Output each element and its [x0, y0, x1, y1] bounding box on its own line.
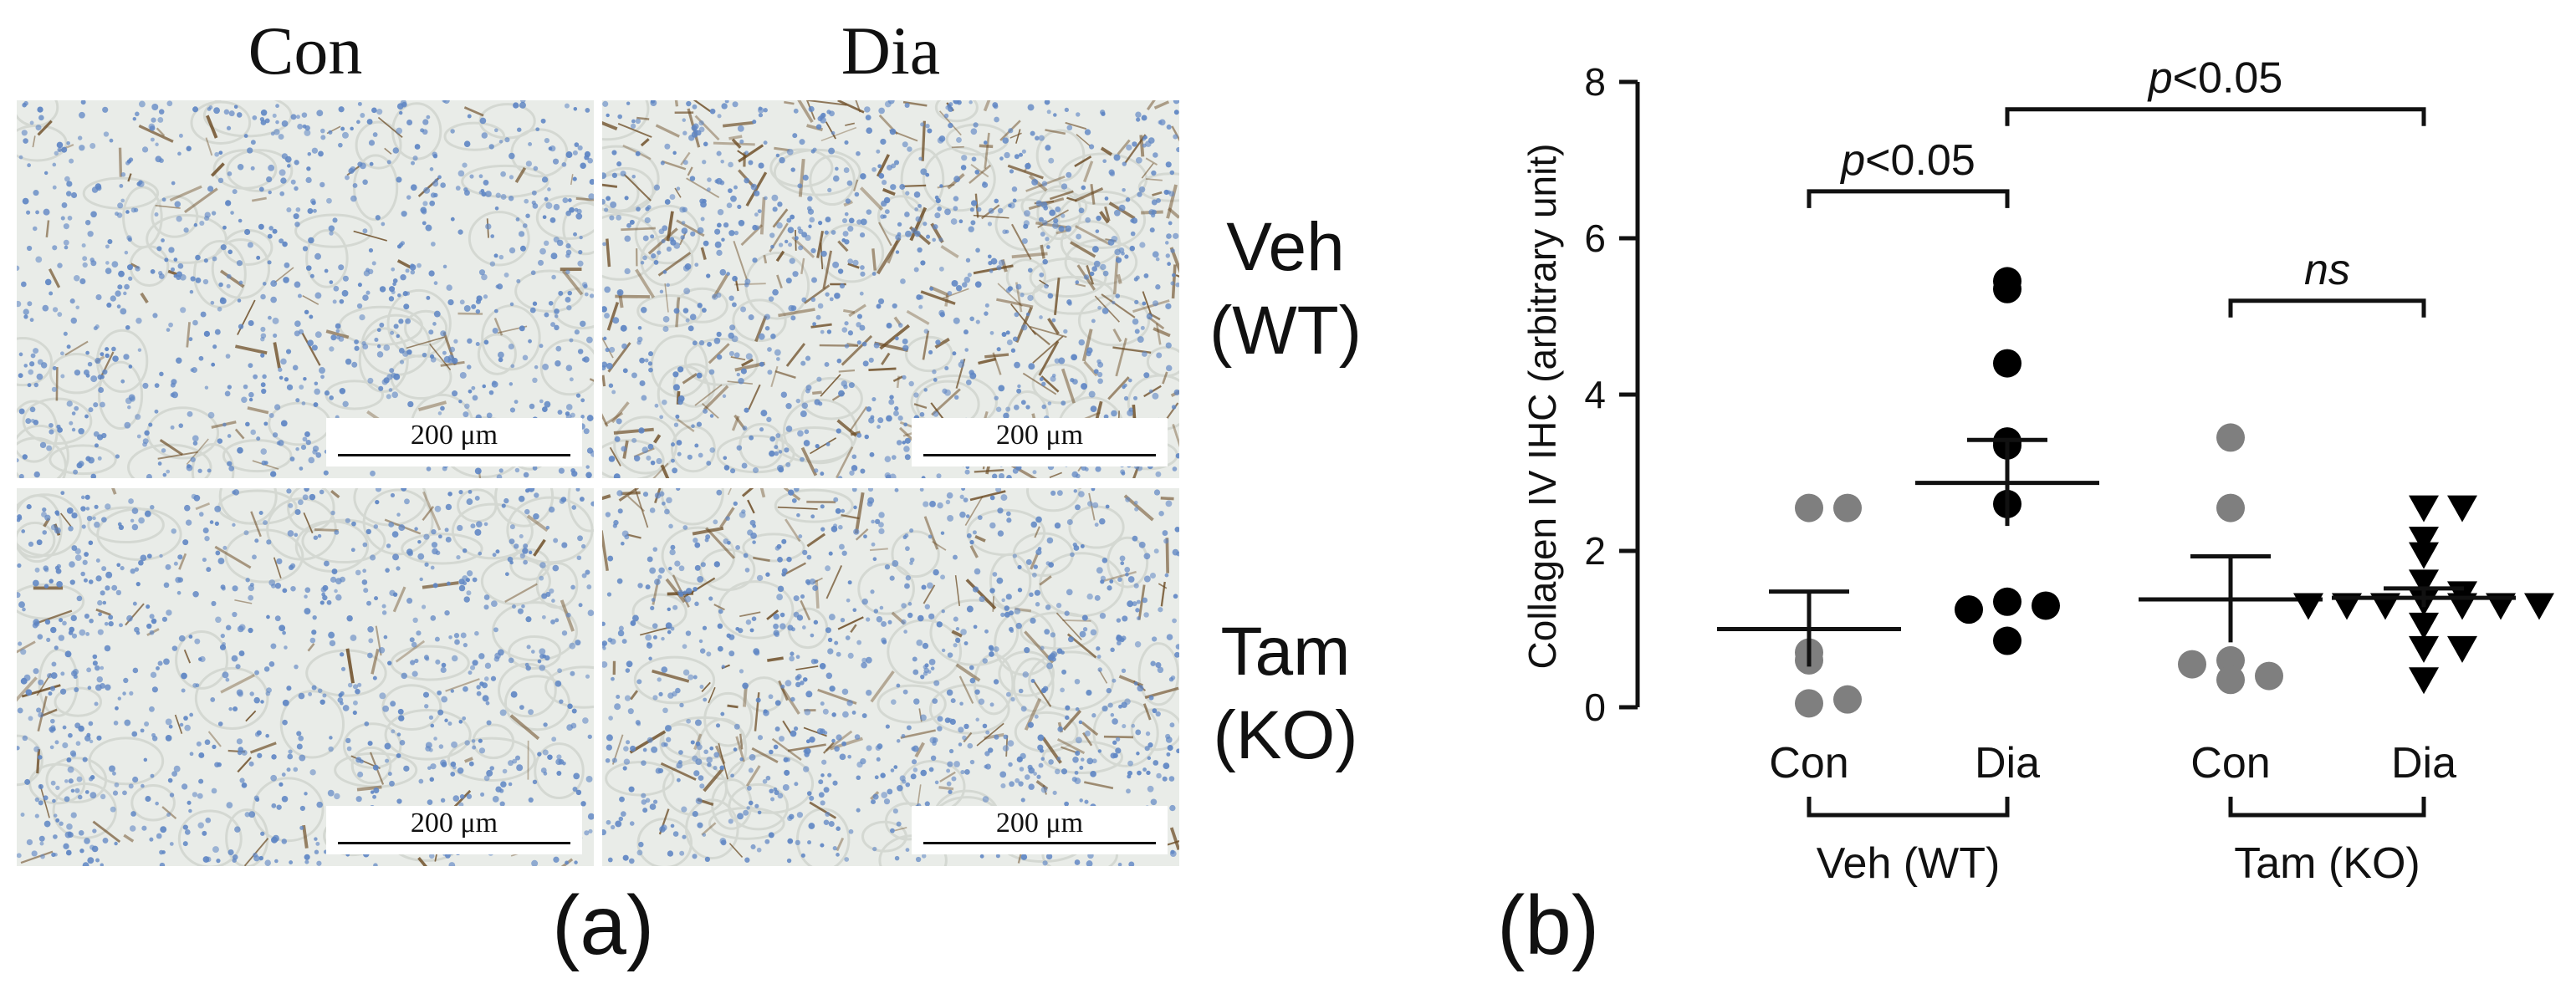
- data-point: [1993, 588, 2021, 616]
- y-tick-label: 8: [1584, 60, 1606, 104]
- significance-bracket: [1809, 191, 2007, 208]
- micrograph-tam-con: 200 μm: [17, 488, 594, 866]
- micrograph-tam-dia: 200 μm: [602, 488, 1179, 866]
- data-point: [1795, 689, 1823, 717]
- scale-bar-label: 200 μm: [912, 420, 1168, 451]
- data-point: [2409, 613, 2439, 640]
- data-point: [2216, 423, 2245, 451]
- data-point: [2409, 496, 2439, 522]
- data-point: [2032, 591, 2060, 619]
- data-point: [2409, 667, 2439, 694]
- scale-bar: 200 μm: [326, 418, 582, 466]
- y-tick-label: 0: [1584, 686, 1606, 729]
- significance-bracket: [2231, 301, 2424, 318]
- group-bracket: [2231, 797, 2424, 815]
- group-label: Tam (KO): [2234, 839, 2420, 888]
- group-bracket: [1809, 797, 2007, 815]
- data-point: [2447, 496, 2477, 522]
- data-point: [1955, 595, 1983, 624]
- panel-letter-a: (a): [552, 878, 654, 974]
- data-point: [1795, 494, 1823, 522]
- data-point: [2409, 636, 2439, 663]
- data-point: [2524, 593, 2554, 619]
- micrograph-veh-dia: 200 μm: [602, 100, 1179, 478]
- data-point: [2216, 494, 2245, 522]
- column-title-con: Con: [17, 12, 594, 90]
- y-tick-label: 4: [1584, 373, 1606, 416]
- data-point: [2178, 650, 2206, 679]
- column-title-dia: Dia: [602, 12, 1179, 90]
- data-point: [1833, 686, 1862, 714]
- y-axis-label: Collagen IV IHC (arbitrary unit): [1521, 144, 1564, 670]
- data-point: [1993, 349, 2021, 378]
- y-tick-label: 2: [1584, 529, 1606, 573]
- scale-bar: 200 μm: [912, 806, 1168, 854]
- group-label: Veh (WT): [1817, 839, 2001, 888]
- scale-bar-label: 200 μm: [912, 808, 1168, 839]
- x-tick-label: Con: [2190, 739, 2270, 788]
- scale-bar-label: 200 μm: [326, 420, 582, 451]
- y-tick-label: 6: [1584, 217, 1606, 260]
- micrograph-veh-con: 200 μm: [17, 100, 594, 478]
- data-point: [1833, 494, 1862, 522]
- panel-a-micrographs: Con Dia 200 μm 200 μm 200 μm 200 μm (a): [0, 0, 1204, 990]
- collagen-scatter-chart: 0 2 4 6 8 Collagen IV IHC (arbitrary unit) Con…: [1204, 0, 2576, 990]
- significance-bracket: [2007, 110, 2424, 126]
- x-tick-label: Dia: [2391, 739, 2456, 788]
- x-tick-label: Dia: [1975, 739, 2040, 788]
- panel-b-chart: 0 2 4 6 8 Collagen IV IHC (arbitrary unit) Con…: [1204, 0, 2576, 990]
- panel-letter-b: (b): [1497, 878, 1599, 974]
- significance-label: p<0.05: [2147, 54, 2283, 103]
- scale-bar: 200 μm: [912, 418, 1168, 466]
- x-tick-label: Con: [1769, 739, 1848, 788]
- data-point: [1993, 627, 2021, 655]
- data-point: [2255, 662, 2283, 691]
- data-point: [2216, 665, 2245, 694]
- data-point: [1993, 275, 2021, 303]
- data-point: [2409, 543, 2439, 569]
- scale-bar: 200 μm: [326, 806, 582, 854]
- data-point: [2447, 636, 2477, 663]
- significance-label: ns: [2304, 246, 2350, 294]
- scale-bar-label: 200 μm: [326, 808, 582, 839]
- significance-label: p<0.05: [1839, 136, 1975, 185]
- data-point: [2293, 593, 2323, 619]
